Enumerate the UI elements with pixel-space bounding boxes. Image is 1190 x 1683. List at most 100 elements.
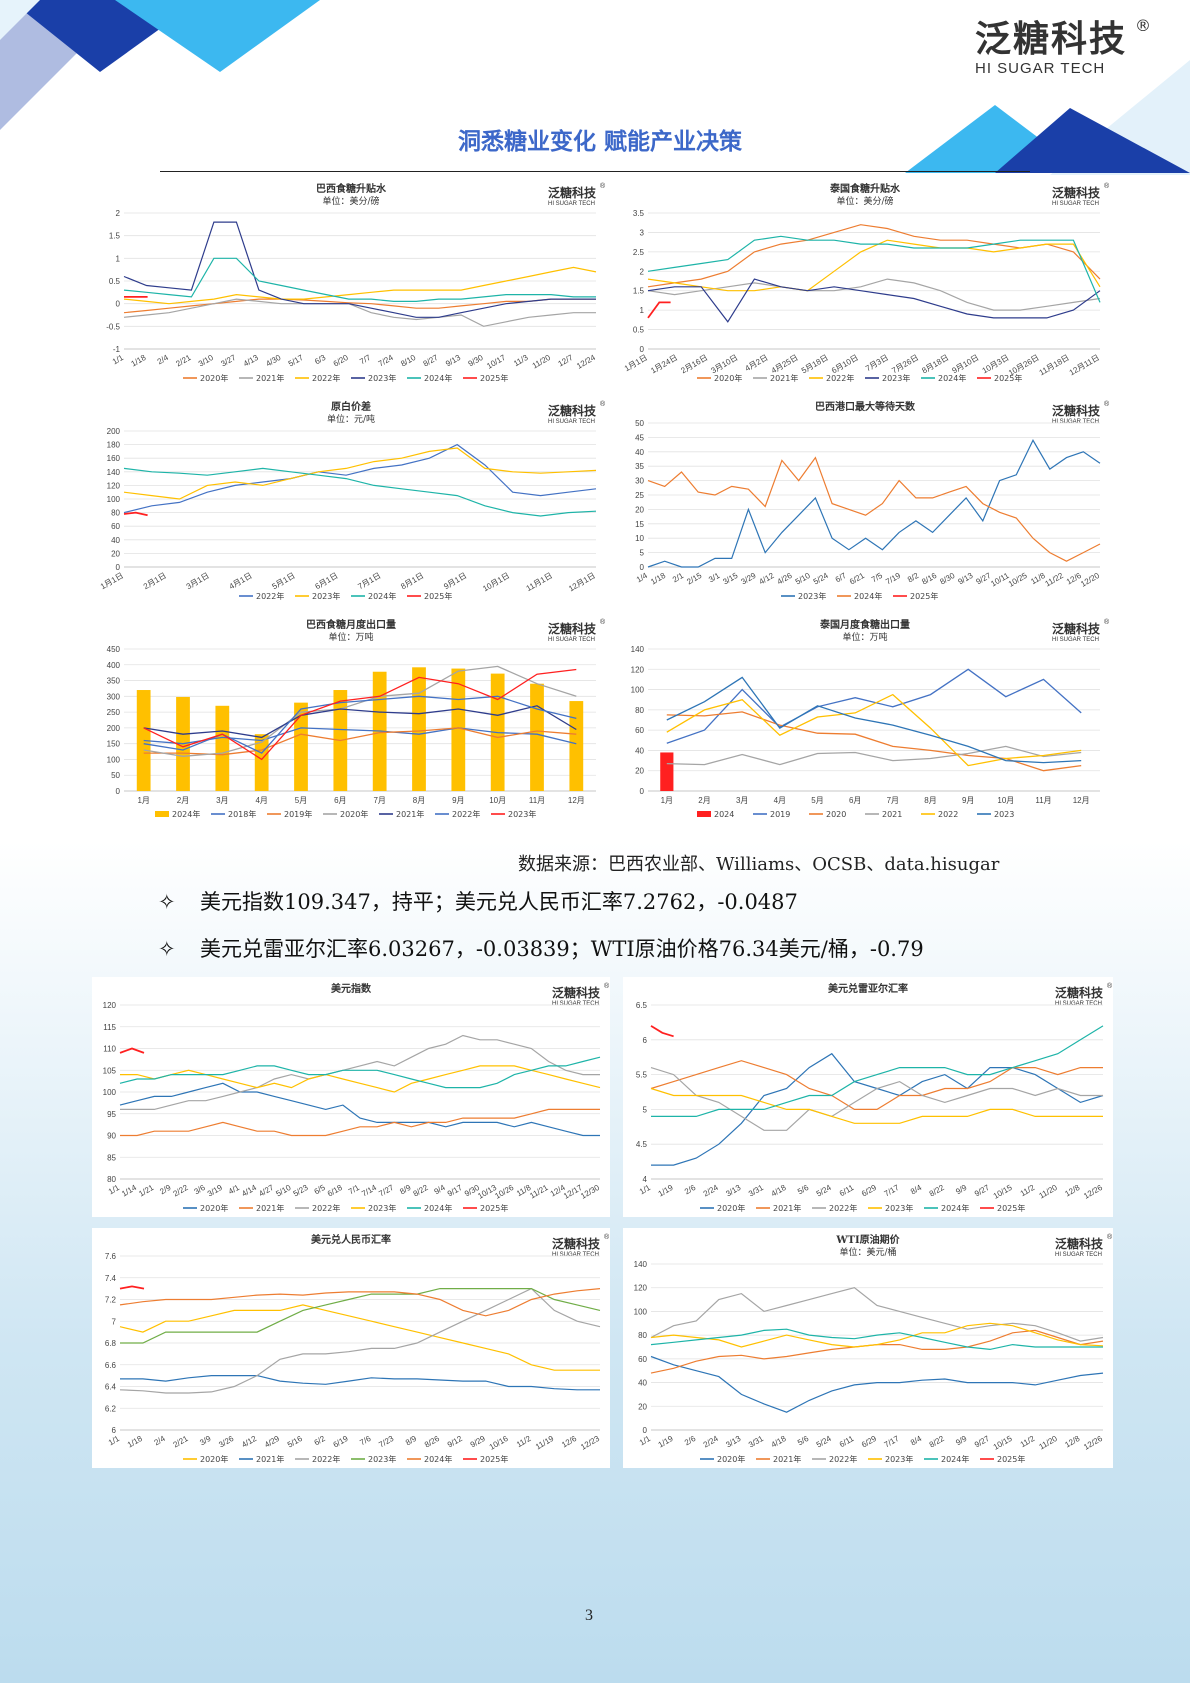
y-tick-label: 40 bbox=[635, 448, 644, 457]
x-tick-label: 12/24 bbox=[575, 353, 597, 371]
x-tick-label: 4/14 bbox=[240, 1183, 258, 1199]
series-line bbox=[143, 695, 577, 754]
x-tick-label: 6/21 bbox=[848, 571, 866, 587]
legend-label: 2019年 bbox=[284, 809, 312, 819]
y-tick-label: -1 bbox=[113, 345, 121, 354]
y-tick-label: 7.2 bbox=[105, 1296, 117, 1305]
x-tick-label: 5/10 bbox=[274, 1183, 292, 1199]
x-tick-label: 10月 bbox=[489, 796, 506, 805]
bar bbox=[136, 690, 151, 791]
y-tick-label: 3.5 bbox=[633, 209, 645, 218]
x-tick-label: 1/1 bbox=[638, 1183, 653, 1197]
series-line bbox=[650, 1025, 674, 1038]
x-tick-label: 3月1日 bbox=[185, 571, 211, 591]
x-tick-label: 3/6 bbox=[193, 1183, 208, 1197]
series-line bbox=[123, 257, 596, 303]
bar bbox=[412, 667, 426, 791]
y-tick-label: 80 bbox=[111, 509, 120, 518]
x-tick-label: 7/27 bbox=[377, 1183, 395, 1199]
x-tick-label: 3/31 bbox=[747, 1434, 765, 1450]
legend-label: 2024年 bbox=[938, 373, 966, 383]
x-tick-label: 11/20 bbox=[531, 353, 553, 371]
bullet-marker: ✧ bbox=[158, 890, 176, 914]
y-tick-label: 300 bbox=[107, 692, 121, 701]
x-tick-label: 7/23 bbox=[377, 1434, 395, 1450]
y-tick-label: 10 bbox=[635, 534, 644, 543]
chart-unit: 单位：美分/磅 bbox=[836, 195, 893, 207]
x-tick-label: 8/22 bbox=[412, 1183, 430, 1199]
y-tick-label: 40 bbox=[111, 536, 120, 545]
chart-panel-white-raw-spread: 原白价差 单位：元/吨 泛糖科技 ® HI SUGAR TECH 200 180 160 140… bbox=[96, 395, 606, 605]
series-line bbox=[650, 1060, 1103, 1110]
chart-title: 美元指数 bbox=[331, 982, 372, 995]
x-tick-label: 12/26 bbox=[1082, 1183, 1104, 1201]
series-line bbox=[647, 224, 1101, 288]
bullet-line-1: ✧ 美元指数109.347，持平；美元兑人民币汇率7.2762，-0.0487 bbox=[158, 886, 798, 916]
legend-label: 2023年 bbox=[508, 809, 536, 819]
series-line bbox=[650, 1087, 1103, 1124]
series-line bbox=[647, 278, 1101, 323]
chart-panel-thai-premium: 泰国食糖升贴水 单位：美分/磅 泛糖科技 ® HI SUGAR TECH 3.5 3 2.5 2… bbox=[620, 177, 1110, 387]
x-tick-label: 9/27 bbox=[973, 1434, 991, 1450]
legend-label: 2022年 bbox=[312, 1203, 340, 1213]
x-tick-label: 1/1 bbox=[107, 1434, 122, 1448]
y-tick-label: 140 bbox=[107, 468, 121, 477]
legend-label: 2024年 bbox=[941, 1454, 969, 1464]
x-tick-label: 3月10日 bbox=[709, 353, 739, 375]
x-tick-label: 2/24 bbox=[702, 1434, 720, 1450]
y-tick-label: 250 bbox=[107, 708, 121, 717]
x-tick-label: 3/13 bbox=[724, 1183, 742, 1199]
x-tick-label: 2/6 bbox=[683, 1183, 698, 1197]
x-tick-label: 6/19 bbox=[332, 1434, 350, 1450]
x-tick-label: 3/15 bbox=[721, 571, 739, 587]
x-tick-label: 3/19 bbox=[206, 1183, 224, 1199]
y-tick-label: 7.4 bbox=[105, 1274, 117, 1283]
x-tick-label: 12/30 bbox=[579, 1183, 601, 1201]
legend-label: 2020年 bbox=[200, 373, 228, 383]
chart-logo-reg: ® bbox=[600, 400, 606, 408]
legend-label: 2021年 bbox=[396, 809, 424, 819]
chart-logo-reg: ® bbox=[600, 618, 606, 626]
series-line bbox=[119, 1056, 601, 1089]
x-tick-label: 3月 bbox=[736, 796, 748, 805]
chart-logo: 泛糖科技 bbox=[1055, 985, 1104, 1000]
page-number: 3 bbox=[585, 1607, 593, 1624]
chart-panel-wti-oil: WTI原油期价 单位：美元/桶 泛糖科技 ® HI SUGAR TECH 140 120 10… bbox=[623, 1228, 1113, 1468]
y-tick-label: 100 bbox=[634, 1307, 648, 1316]
chart-logo-en: HI SUGAR TECH bbox=[552, 1001, 599, 1007]
y-tick-label: 2 bbox=[640, 267, 645, 276]
x-tick-label: 12月 bbox=[1073, 796, 1090, 805]
y-tick-label: 3 bbox=[640, 228, 645, 237]
y-tick-label: 0 bbox=[116, 563, 121, 572]
x-tick-label: 6月 bbox=[334, 796, 346, 805]
x-tick-label: 11/19 bbox=[534, 1434, 556, 1452]
y-tick-label: 50 bbox=[111, 771, 120, 780]
y-tick-label: 120 bbox=[631, 665, 645, 674]
y-tick-label: 2.5 bbox=[633, 248, 645, 257]
x-tick-label: 9/9 bbox=[954, 1183, 969, 1197]
x-tick-label: 11/21 bbox=[528, 1183, 550, 1201]
series-line bbox=[651, 1025, 1104, 1117]
chart-unit: 单位：美分/磅 bbox=[322, 195, 379, 207]
series-line bbox=[650, 1287, 1104, 1342]
x-tick-label: 10/15 bbox=[992, 1183, 1014, 1201]
x-tick-label: 12/26 bbox=[1082, 1434, 1104, 1452]
x-tick-label: 2/6 bbox=[683, 1434, 698, 1448]
x-tick-label: 4/13 bbox=[242, 353, 260, 369]
series-line bbox=[143, 727, 577, 745]
x-tick-label: 4/30 bbox=[264, 353, 282, 369]
chart-panel-thai-monthly-export: 泰国月度食糖出口量 单位：万吨 泛糖科技 ® HI SUGAR TECH 140 120 10… bbox=[620, 613, 1110, 823]
x-tick-label: 5/24 bbox=[812, 571, 830, 587]
x-tick-label: 4/26 bbox=[776, 571, 794, 587]
x-tick-label: 8月 bbox=[413, 796, 425, 805]
y-tick-label: 450 bbox=[107, 645, 121, 654]
x-tick-label: 4月1日 bbox=[228, 571, 254, 591]
chart-logo-reg: ® bbox=[1104, 182, 1110, 190]
series-line bbox=[119, 1287, 601, 1394]
x-tick-label: 5/6 bbox=[796, 1434, 811, 1448]
x-tick-label: 3/29 bbox=[739, 571, 757, 587]
series-line bbox=[123, 443, 597, 514]
y-tick-label: 0 bbox=[116, 787, 121, 796]
x-tick-label: 8/22 bbox=[928, 1183, 946, 1199]
legend-label: 2024年 bbox=[368, 591, 396, 601]
